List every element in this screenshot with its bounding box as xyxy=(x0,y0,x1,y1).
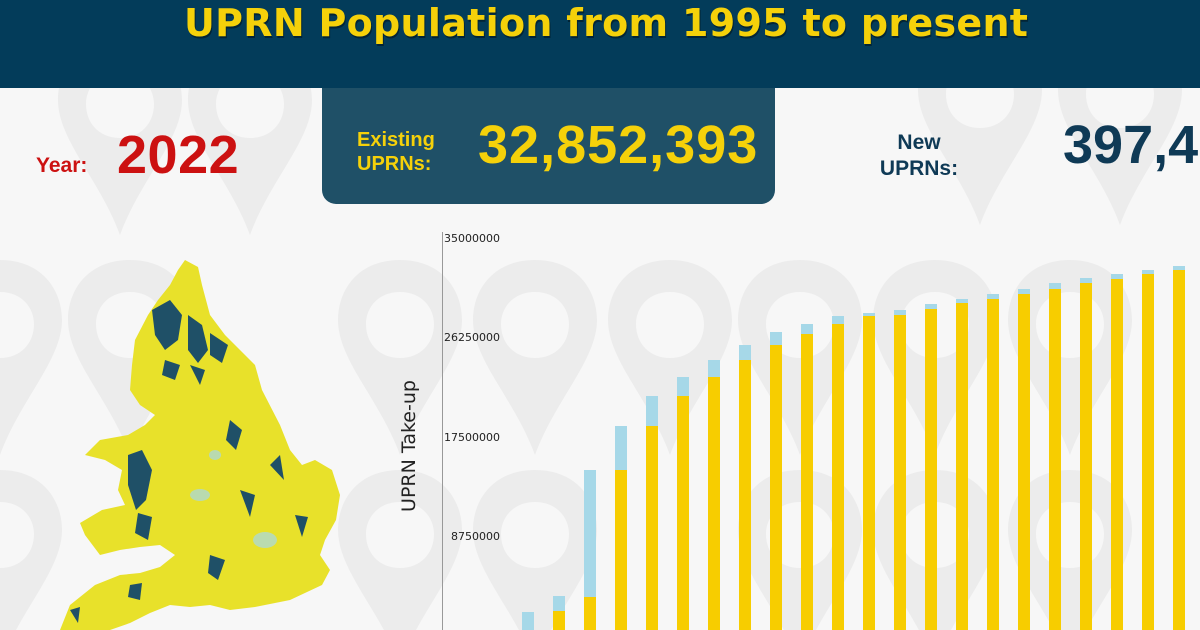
bar-existing xyxy=(863,316,875,630)
bar-existing xyxy=(801,333,813,630)
page-title: UPRN Population from 1995 to present xyxy=(184,1,1029,45)
bar-new xyxy=(863,313,875,317)
year-value: 2022 xyxy=(117,125,240,185)
bar-existing xyxy=(584,597,596,630)
bar-existing xyxy=(1111,278,1123,630)
bar-existing xyxy=(739,359,751,630)
bar-new xyxy=(832,316,844,325)
bar-existing xyxy=(987,299,999,630)
bar-new xyxy=(1049,283,1061,290)
bar-existing xyxy=(956,302,968,630)
bar-existing xyxy=(646,425,658,630)
bar-new xyxy=(553,596,565,611)
bar-new xyxy=(677,376,689,397)
bar-existing xyxy=(1173,269,1185,630)
bar-existing xyxy=(553,610,565,630)
bar-new xyxy=(1111,274,1123,279)
bar-new xyxy=(1018,289,1030,294)
bar-existing xyxy=(1080,283,1092,630)
bar-new xyxy=(770,332,782,345)
y-tick-17500000: 17500000 xyxy=(444,431,500,444)
y-tick-26250000: 26250000 xyxy=(444,331,500,344)
bar-new xyxy=(646,396,658,426)
bar-new xyxy=(739,344,751,360)
header-banner: UPRN Population from 1995 to present xyxy=(0,0,1200,88)
year-label: Year: xyxy=(36,154,88,177)
bar-existing xyxy=(770,344,782,630)
new-uprns-value: 397,4 xyxy=(1063,115,1199,175)
y-tick-35000000: 35000000 xyxy=(444,232,500,245)
uprn-takeup-chart: UPRN Take-up 35000000 26250000 17500000 … xyxy=(395,225,1200,630)
new-label-line1: New xyxy=(897,131,941,154)
bar-new xyxy=(708,359,720,377)
y-axis-line xyxy=(442,232,443,630)
bar-existing xyxy=(894,315,906,630)
bar-new xyxy=(584,469,596,598)
bar-new xyxy=(987,293,999,300)
bar-new xyxy=(615,425,627,470)
bar-existing xyxy=(1018,293,1030,630)
bar-existing xyxy=(677,396,689,630)
y-tick-8750000: 8750000 xyxy=(451,530,500,543)
england-wales-map xyxy=(60,260,340,630)
bar-new xyxy=(1173,266,1185,270)
bar-existing xyxy=(1049,289,1061,630)
bar-new xyxy=(925,303,937,309)
bar-existing xyxy=(708,376,720,630)
bar-new xyxy=(1080,277,1092,284)
existing-uprns-panel: Existing UPRNs: 32,852,393 xyxy=(322,88,775,204)
bar-series xyxy=(395,225,1200,630)
existing-label-line2: UPRNs: xyxy=(357,153,432,175)
bar-existing xyxy=(615,469,627,630)
bar-new xyxy=(956,299,968,303)
bar-new xyxy=(894,309,906,316)
existing-uprns-label: Existing UPRNs: xyxy=(357,128,435,176)
existing-label-line1: Existing xyxy=(357,129,435,151)
existing-uprns-value: 32,852,393 xyxy=(478,115,759,175)
bar-new xyxy=(801,324,813,334)
bar-existing xyxy=(925,308,937,630)
bar-existing xyxy=(832,324,844,630)
new-label-line2: UPRNs: xyxy=(879,157,959,180)
bar-new xyxy=(1142,269,1154,275)
bar-new xyxy=(522,612,534,630)
new-uprns-label: New UPRNs: xyxy=(874,130,964,182)
bar-existing xyxy=(1142,274,1154,630)
